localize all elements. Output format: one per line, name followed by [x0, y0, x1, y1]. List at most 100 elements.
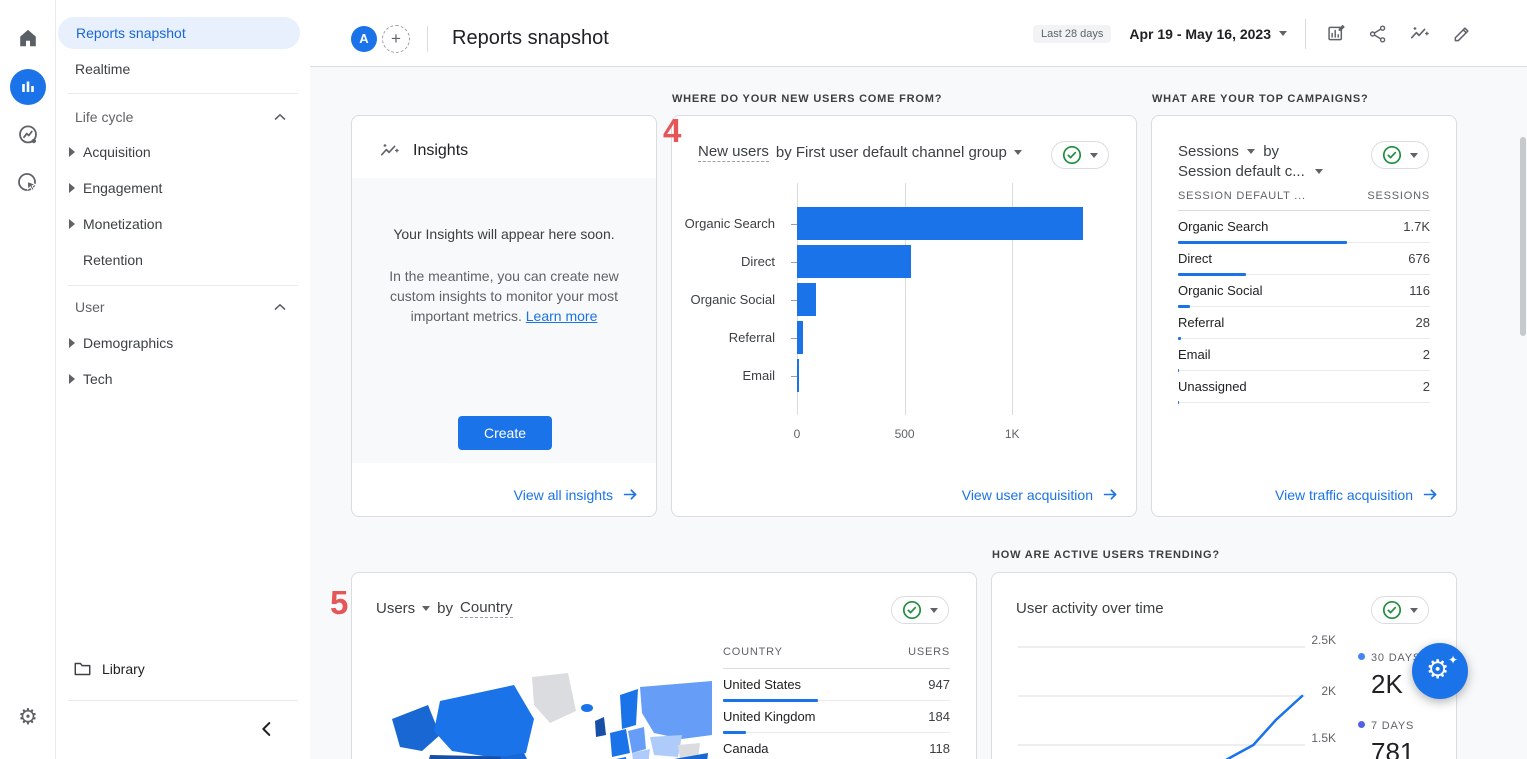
caret-down-icon [1314, 169, 1323, 174]
check-circle-icon [1062, 145, 1082, 165]
caret-down-icon [1013, 150, 1022, 155]
section-label-campaigns: WHAT ARE YOUR TOP CAMPAIGNS? [1152, 93, 1369, 105]
insights-card-title: Insights [413, 142, 469, 159]
bar[interactable] [797, 283, 816, 316]
nav-group-user[interactable]: User [56, 291, 310, 323]
row-rule [1178, 370, 1430, 371]
home-icon[interactable] [8, 18, 48, 58]
nav-divider [68, 285, 298, 286]
row-value: 947 [928, 677, 950, 692]
sidebar-item-acquisition[interactable]: Acquisition [56, 136, 310, 168]
reports-icon[interactable] [10, 69, 46, 105]
link-label: View user acquisition [961, 486, 1093, 503]
expand-arrow-icon[interactable] [69, 374, 75, 384]
table-row: Referral 28 [1178, 307, 1430, 340]
learn-more-link[interactable]: Learn more [525, 308, 598, 324]
dimension-selector[interactable]: Session default c... [1178, 163, 1305, 180]
sidebar-item-retention[interactable]: Retention [56, 244, 310, 276]
bar-category-label: Email [742, 368, 775, 383]
sidebar-item-tech[interactable]: Tech [56, 363, 310, 395]
link-label: View all insights [513, 486, 613, 503]
status-ok-pill[interactable] [1371, 596, 1429, 624]
explore-icon[interactable] [8, 115, 48, 155]
sidebar-item-label: Monetization [83, 216, 163, 232]
active-users-line [1225, 694, 1304, 759]
sidebar-item-reports-snapshot[interactable]: Reports snapshot [58, 17, 300, 49]
sidebar-item-label: Reports snapshot [76, 25, 186, 41]
sidebar-item-demographics[interactable]: Demographics [56, 327, 310, 359]
arrow-right-icon [1423, 489, 1437, 500]
row-label: Email [1178, 347, 1211, 362]
table-row: Organic Search 1.7K [1178, 211, 1430, 244]
chevron-up-icon[interactable] [274, 303, 286, 311]
add-comparison-button[interactable]: + [382, 25, 410, 53]
insights-fab-button[interactable]: ⚙ ✦ [1412, 643, 1468, 699]
dimension-label[interactable]: Country [460, 599, 513, 618]
bar-row: Direct [672, 243, 1136, 281]
gear-glyph: ⚙ [18, 704, 38, 729]
bar[interactable] [797, 321, 803, 354]
bar[interactable] [797, 207, 1084, 240]
metric-selector[interactable]: Users [376, 600, 416, 617]
edit-icon[interactable] [1450, 22, 1474, 46]
nav-group-label: Life cycle [75, 109, 134, 125]
expand-arrow-icon[interactable] [69, 219, 75, 229]
status-ok-pill[interactable] [1371, 141, 1429, 169]
metric-selector[interactable]: New users [698, 143, 769, 162]
nav-divider [68, 93, 298, 94]
row-rule [1178, 402, 1430, 403]
sidebar-item-label: Retention [83, 252, 143, 268]
table-divider [723, 668, 950, 669]
view-user-acquisition-link[interactable]: View user acquisition [962, 486, 1119, 503]
campaigns-card: Sessions by Session default c... SESSION… [1151, 115, 1457, 517]
new-users-card-title[interactable]: New users by First user default channel … [698, 143, 1022, 162]
sidebar-item-engagement[interactable]: Engagement [56, 172, 310, 204]
insights-card: Insights Your Insights will appear here … [351, 115, 657, 517]
share-icon[interactable] [1366, 22, 1390, 46]
world-map[interactable] [382, 661, 712, 759]
row-label: Referral [1178, 315, 1225, 330]
status-ok-pill[interactable] [1051, 141, 1109, 169]
country-table-header: COUNTRY USERS [723, 646, 950, 658]
nav-group-life-cycle[interactable]: Life cycle [56, 101, 310, 133]
users-by-country-card: Users by Country [351, 572, 977, 759]
bar-category-label: Direct [741, 254, 775, 269]
property-avatar[interactable]: A [351, 26, 377, 52]
folder-icon [74, 662, 91, 676]
metric-selector[interactable]: Sessions [1178, 143, 1239, 160]
view-all-insights-link[interactable]: View all insights [514, 486, 639, 503]
sidebar-item-label: Tech [83, 371, 113, 387]
sidebar-item-library[interactable]: Library [56, 653, 310, 685]
advertising-icon[interactable] [8, 163, 48, 203]
caret-down-icon [1410, 152, 1418, 158]
expand-arrow-icon[interactable] [69, 147, 75, 157]
expand-arrow-icon[interactable] [69, 183, 75, 193]
icon-rail: ⚙ [0, 0, 56, 759]
axis-tick [791, 224, 797, 225]
admin-gear-icon[interactable]: ⚙ [8, 697, 48, 737]
date-range-picker[interactable]: Apr 19 - May 16, 2023 [1129, 26, 1287, 42]
insights-icon[interactable] [1408, 22, 1432, 46]
view-traffic-acquisition-link[interactable]: View traffic acquisition [1275, 486, 1439, 503]
title-by: by [437, 600, 454, 617]
create-insight-button[interactable]: Create [458, 416, 552, 450]
sidebar-item-monetization[interactable]: Monetization [56, 208, 310, 240]
chevron-up-icon[interactable] [274, 113, 286, 121]
sidebar-item-realtime[interactable]: Realtime [56, 53, 310, 85]
customize-report-icon[interactable] [1324, 22, 1348, 46]
x-tick-label: 1K [1004, 427, 1020, 441]
insights-icon [380, 144, 399, 156]
legend-label: 30 DAYS [1371, 652, 1422, 664]
caret-down-icon [1279, 31, 1287, 36]
collapse-sidebar-icon[interactable] [256, 718, 280, 742]
page-scrollbar-thumb[interactable] [1520, 137, 1526, 336]
bar[interactable] [797, 245, 912, 278]
legend-dot [1358, 653, 1365, 660]
table-row: Unassigned 2 [1178, 371, 1430, 404]
y-tick-label: 2.5K [1311, 633, 1336, 647]
expand-arrow-icon[interactable] [69, 338, 75, 348]
status-ok-pill[interactable] [891, 596, 949, 624]
sidebar-item-label: Library [102, 661, 145, 677]
bar[interactable] [797, 359, 799, 392]
